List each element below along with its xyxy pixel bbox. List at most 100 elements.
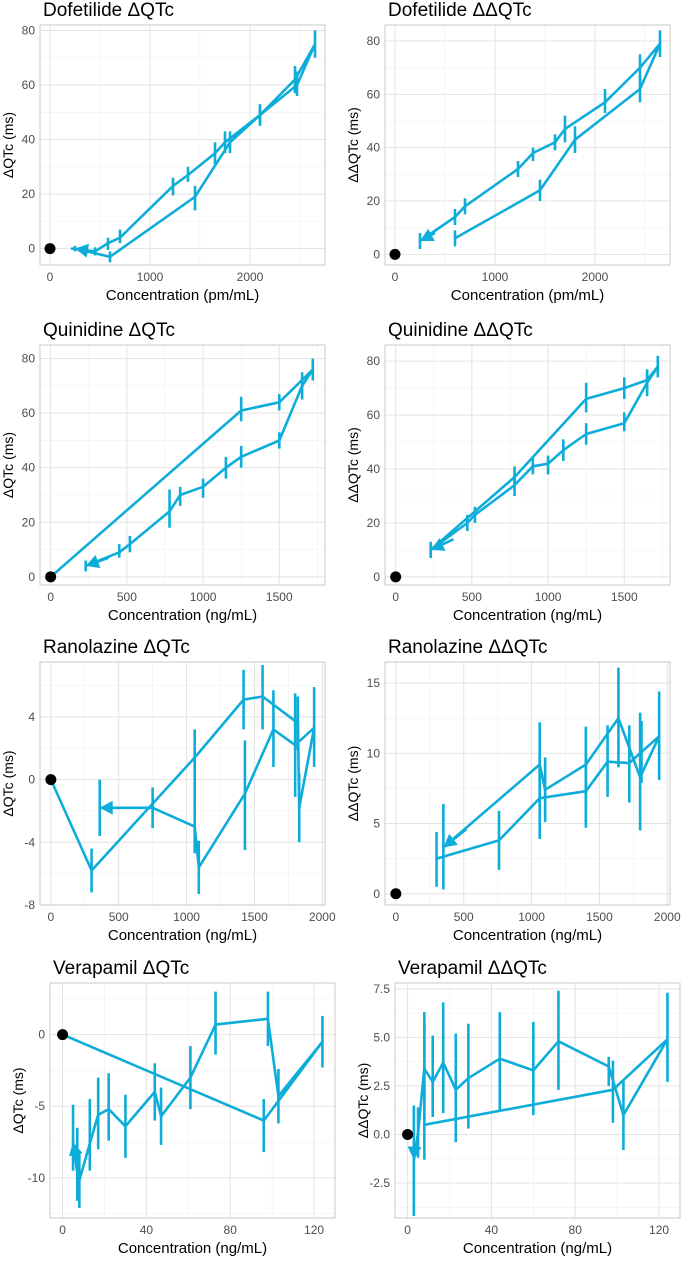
x-tick-label: 500 [109, 910, 129, 924]
y-tick-label: -4 [24, 835, 35, 849]
x-axis-label: Concentration (ng/mL) [463, 1240, 612, 1257]
y-tick-label: 40 [22, 133, 36, 147]
x-tick-label: 80 [569, 1223, 583, 1237]
arrow-head [420, 228, 435, 242]
arrow-head [443, 833, 458, 848]
x-tick-label: 40 [140, 1223, 154, 1237]
y-tick-label: 0 [373, 887, 380, 901]
y-tick-label: 60 [22, 406, 36, 420]
x-tick-label: 2000 [582, 270, 609, 284]
x-axis-label: Concentration (ng/mL) [108, 927, 257, 944]
plot-frame [384, 661, 671, 906]
y-tick-label: 20 [367, 516, 381, 530]
x-axis-label: Concentration (ng/mL) [118, 1240, 267, 1257]
x-tick-label: 0 [47, 590, 54, 604]
x-tick-label: 1500 [611, 590, 638, 604]
y-tick-label: 40 [367, 141, 381, 155]
y-axis-label: ΔQTc (ms) [0, 432, 16, 498]
y-axis-label: ΔQTc (ms) [10, 1067, 26, 1133]
arrow-shaft [452, 828, 468, 841]
y-tick-label: 0 [373, 247, 380, 261]
x-tick-label: 1500 [266, 590, 293, 604]
x-tick-label: 1000 [482, 270, 509, 284]
series-line [412, 1038, 669, 1161]
chart-title: Dofetilide ΔQTc [43, 0, 174, 21]
x-tick-label: 120 [304, 1223, 324, 1237]
x-tick-label: 0 [59, 1223, 66, 1237]
x-tick-label: 40 [485, 1223, 499, 1237]
y-tick-label: -10 [28, 1171, 46, 1185]
series-line [418, 42, 662, 243]
series-line [49, 368, 315, 579]
chart-panel-1: 0 1000 2000 0 20 40 60 80 Dofetilide ΔΔQTc Concen… [345, 0, 671, 304]
x-tick-label: 500 [454, 910, 474, 924]
y-tick-label: 7.5 [373, 982, 390, 996]
y-axis-label: ΔQTc (ms) [0, 112, 16, 178]
origin-point [402, 1128, 414, 1140]
x-axis-label: Concentration (ng/mL) [453, 607, 602, 624]
arrow-head [407, 1146, 422, 1160]
series-line [429, 365, 660, 552]
origin-point [45, 571, 57, 583]
y-tick-label: 2.5 [373, 1079, 390, 1093]
y-tick-label: 5.0 [373, 1030, 390, 1044]
x-tick-label: 1000 [535, 590, 562, 604]
x-tick-label: 1500 [241, 910, 268, 924]
y-tick-label: 0 [373, 570, 380, 584]
chart-title: Ranolazine ΔΔQTc [388, 637, 548, 658]
y-tick-label: 40 [367, 462, 381, 476]
y-tick-label: 80 [367, 34, 381, 48]
y-tick-label: 0 [28, 773, 35, 787]
y-tick-label: 80 [22, 23, 36, 37]
x-tick-label: 2000 [654, 910, 681, 924]
origin-point [390, 888, 402, 900]
y-tick-label: -5 [34, 1099, 45, 1113]
plot-frame [384, 344, 671, 586]
origin-point [44, 243, 56, 255]
x-tick-label: 2000 [237, 270, 264, 284]
y-tick-label: 80 [367, 354, 381, 368]
origin-point [390, 571, 402, 583]
arrow-shaft [97, 556, 110, 563]
chart-panel-5: 0 500 1000 1500 2000 0 5 10 15 Ranolazine ΔΔQTc Co… [345, 637, 681, 944]
chart-panel-4: 0 500 1000 1500 2000 -8 -4 0 4 Ranolazine ΔQTc Con… [0, 637, 336, 944]
x-axis-label: Concentration (pm/mL) [106, 287, 259, 304]
chart-title: Verapamil ΔQTc [53, 958, 189, 979]
plot-frame [394, 982, 681, 1219]
y-tick-label: 15 [367, 676, 381, 690]
chart-panel-2: 0 500 1000 1500 0 20 40 60 80 Quinidine ΔQTc Conce… [0, 320, 326, 624]
x-tick-label: 0 [393, 910, 400, 924]
y-tick-label: 40 [22, 461, 36, 475]
series-line [435, 716, 661, 860]
chart-panel-7: 0 40 80 120 -2.5 0.0 2.5 5.0 7.5 Verapamil ΔΔQTc C… [355, 958, 681, 1257]
y-tick-label: 60 [367, 408, 381, 422]
y-tick-label: 80 [22, 352, 36, 366]
y-tick-label: 60 [367, 87, 381, 101]
x-tick-label: 0 [47, 270, 54, 284]
x-tick-label: 1000 [137, 270, 164, 284]
y-tick-label: -2.5 [369, 1176, 390, 1190]
chart-title: Ranolazine ΔQTc [43, 637, 190, 658]
arrow-head [85, 554, 101, 569]
plot-frame [39, 661, 326, 906]
arrow-shaft [74, 1154, 80, 1167]
origin-point [45, 774, 57, 786]
y-tick-label: 60 [22, 78, 36, 92]
series-line [61, 1017, 324, 1182]
x-tick-label: 500 [462, 590, 482, 604]
x-tick-label: 1000 [173, 910, 200, 924]
chart-panel-6: 0 40 80 120 -10 -5 0 Verapamil ΔQTc Concentratio… [10, 958, 336, 1257]
y-tick-label: 20 [22, 187, 36, 201]
y-axis-label: ΔΔQTc (ms) [345, 746, 361, 821]
y-axis-label: ΔΔQTc (ms) [355, 1063, 371, 1138]
arrow-shaft [87, 249, 93, 253]
x-tick-label: 1500 [586, 910, 613, 924]
arrow-head [430, 538, 446, 551]
x-tick-label: 0 [392, 270, 399, 284]
origin-point [57, 1029, 69, 1041]
y-tick-label: -8 [24, 898, 35, 912]
x-axis-label: Concentration (pm/mL) [451, 287, 604, 304]
y-tick-label: 20 [367, 194, 381, 208]
y-axis-label: ΔΔQTc (ms) [345, 107, 361, 182]
